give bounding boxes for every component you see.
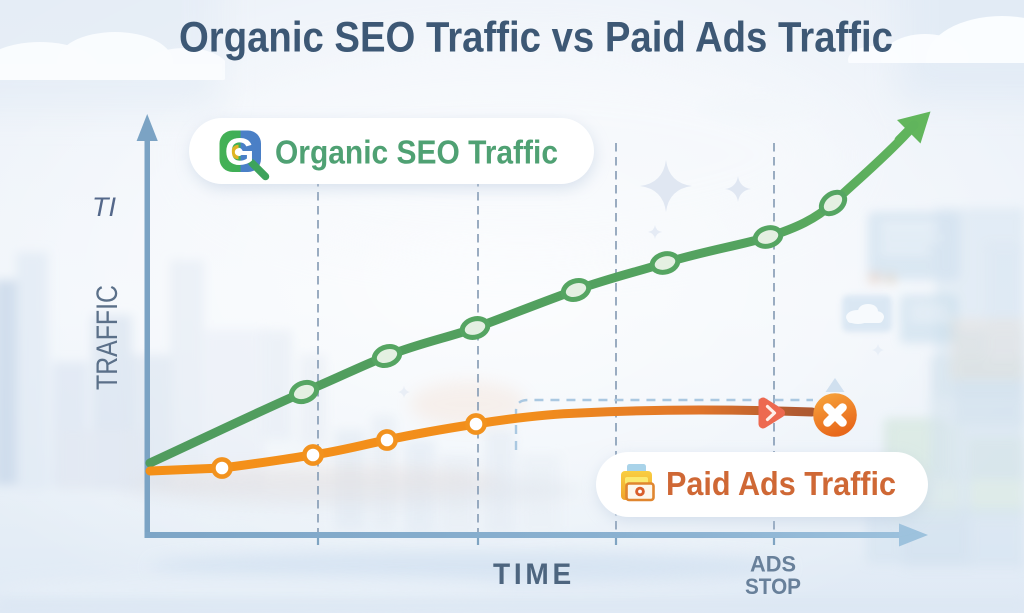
svg-text:G: G bbox=[225, 132, 255, 174]
svg-text:ADS: ADS bbox=[750, 552, 796, 577]
svg-text:TRAFFIC: TRAFFIC bbox=[91, 285, 124, 390]
svg-text:TIME: TIME bbox=[493, 558, 575, 591]
svg-text:TI: TI bbox=[92, 192, 116, 222]
svg-text:Organic SEO Traffic vs Paid Ad: Organic SEO Traffic vs Paid Ads Traffic bbox=[179, 15, 893, 62]
svg-text:Paid Ads Traffic: Paid Ads Traffic bbox=[666, 465, 896, 502]
svg-text:Organic SEO Traffic: Organic SEO Traffic bbox=[275, 134, 558, 171]
svg-text:STOP: STOP bbox=[745, 574, 801, 599]
